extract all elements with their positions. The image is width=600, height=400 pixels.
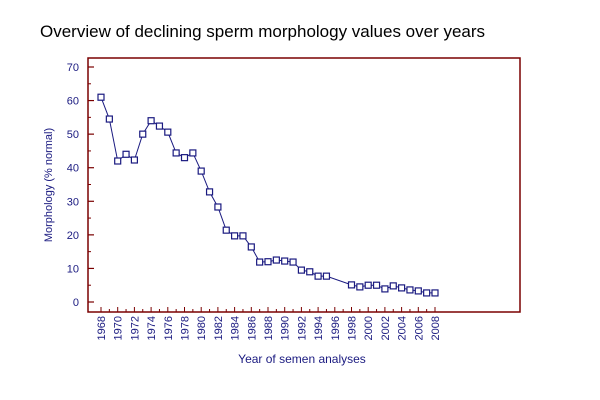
x-tick-label: 1986 [246, 316, 258, 340]
x-tick-label: 1990 [280, 316, 292, 340]
x-tick-label: 2004 [397, 316, 409, 340]
x-tick-label: 1998 [347, 316, 359, 340]
x-tick-label: 2008 [430, 316, 442, 340]
data-point [314, 272, 322, 280]
x-tick-label: 1994 [313, 316, 325, 340]
data-point [180, 154, 189, 162]
data-point [272, 256, 280, 264]
data-point [172, 149, 180, 157]
x-tick-label: 1968 [96, 316, 108, 340]
data-point [139, 130, 147, 138]
data-point [189, 149, 197, 157]
x-tick-label: 2002 [380, 316, 392, 340]
data-point [122, 150, 130, 158]
data-point [356, 283, 364, 291]
data-point [155, 122, 164, 130]
data-point [381, 285, 389, 293]
data-point [306, 268, 314, 276]
x-tick-label: 1976 [163, 316, 175, 340]
x-tick-label: 1996 [330, 316, 342, 340]
y-tick-label: 40 [67, 163, 79, 175]
data-point [297, 266, 305, 274]
plot-frame [87, 57, 521, 313]
data-point [423, 289, 431, 297]
x-tick-label: 1984 [230, 316, 242, 340]
y-tick-label: 10 [67, 263, 79, 275]
data-point [347, 281, 356, 289]
data-point [197, 167, 205, 175]
x-tick-label: 2006 [413, 316, 425, 340]
data-point [164, 128, 172, 136]
data-point [322, 272, 331, 280]
x-tick-label: 1970 [113, 316, 125, 340]
data-point [264, 258, 272, 266]
data-point [247, 243, 255, 251]
x-tick-label: 2000 [363, 316, 375, 340]
data-point [414, 287, 422, 295]
data-point [114, 157, 122, 165]
data-point [239, 232, 247, 240]
data-point [231, 232, 239, 240]
data-point [389, 282, 397, 290]
data-point [431, 289, 439, 297]
data-point [147, 117, 155, 125]
data-point [372, 281, 381, 289]
y-tick-label: 50 [67, 129, 79, 141]
y-tick-label: 70 [67, 62, 79, 74]
x-tick-label: 1988 [263, 316, 275, 340]
data-point [97, 93, 105, 101]
data-point [214, 203, 222, 211]
data-point [256, 258, 264, 266]
chart-title: Overview of declining sperm morphology v… [40, 22, 486, 41]
data-point [406, 286, 414, 294]
y-tick-label: 0 [73, 297, 79, 309]
data-point [105, 115, 113, 123]
x-tick-label: 1972 [129, 316, 141, 340]
y-tick-label: 60 [67, 96, 79, 108]
data-point [281, 257, 289, 265]
data-point [398, 284, 406, 292]
y-tick-label: 20 [67, 230, 79, 242]
x-tick-label: 1978 [180, 316, 192, 340]
y-tick-label: 30 [67, 196, 79, 208]
x-axis-label: Year of semen analyses [238, 352, 366, 366]
data-point [130, 156, 138, 164]
x-tick-label: 1980 [196, 316, 208, 340]
data-point [364, 281, 372, 289]
data-point [222, 226, 230, 234]
y-axis-label: Morphology (% normal) [43, 128, 55, 242]
x-tick-label: 1992 [296, 316, 308, 340]
x-tick-label: 1982 [213, 316, 225, 340]
x-tick-label: 1974 [146, 316, 158, 340]
data-point [205, 188, 214, 196]
data-point [289, 258, 297, 266]
